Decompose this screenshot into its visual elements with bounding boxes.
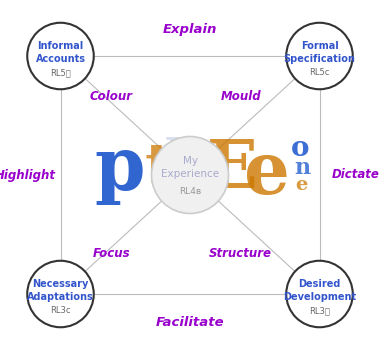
Circle shape — [286, 261, 353, 327]
Text: Mould: Mould — [220, 90, 261, 103]
Text: b: b — [165, 137, 201, 188]
Text: Colour: Colour — [90, 90, 133, 103]
Text: RL5ᴄ: RL5ᴄ — [309, 68, 330, 77]
Text: Formal
Specification: Formal Specification — [283, 41, 355, 64]
Text: Dictate: Dictate — [331, 168, 379, 182]
Text: Facilitate: Facilitate — [156, 316, 224, 329]
Text: RL3ͣ: RL3ͣ — [309, 306, 330, 315]
Text: Explain: Explain — [163, 23, 217, 36]
Text: RL3ᴄ: RL3ᴄ — [50, 306, 71, 315]
Text: Highlight: Highlight — [0, 168, 56, 182]
Text: RL5ͣ: RL5ͣ — [50, 68, 71, 77]
Text: Focus: Focus — [92, 247, 130, 260]
Text: n: n — [294, 157, 310, 179]
Text: t: t — [144, 140, 173, 200]
Text: o: o — [291, 135, 309, 162]
Circle shape — [286, 23, 353, 89]
Text: e: e — [244, 138, 290, 209]
Text: e: e — [295, 176, 307, 195]
Text: Necessary
Adaptations: Necessary Adaptations — [27, 279, 94, 302]
Text: E: E — [207, 137, 257, 202]
Circle shape — [27, 261, 94, 327]
Circle shape — [152, 136, 228, 214]
Text: My
Experience: My Experience — [161, 156, 219, 179]
Text: RL4ʙ: RL4ʙ — [179, 187, 201, 196]
Text: p: p — [95, 134, 145, 205]
Text: Desired
Development: Desired Development — [283, 279, 356, 302]
Circle shape — [27, 23, 94, 89]
Text: Informal
Accounts: Informal Accounts — [35, 41, 86, 64]
Text: Structure: Structure — [209, 247, 272, 260]
